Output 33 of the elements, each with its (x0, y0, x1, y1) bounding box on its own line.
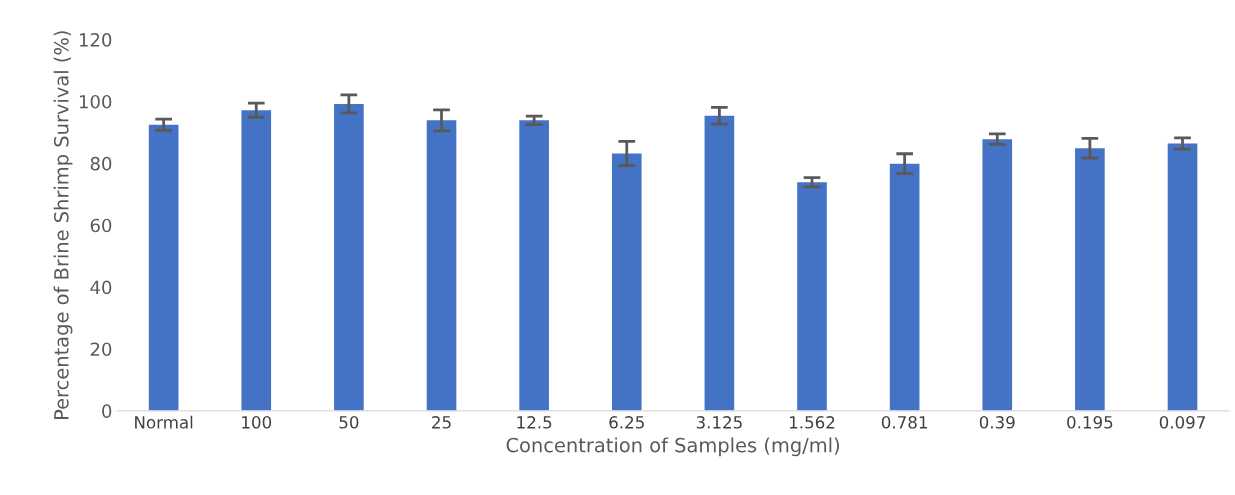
x-tick-label: 12.5 (517, 416, 552, 429)
y-tick-label: 120 (79, 33, 112, 47)
bar (148, 124, 179, 411)
x-tick-label: 100 (242, 416, 272, 429)
bar (1167, 143, 1198, 411)
y-tick-label: 60 (90, 218, 112, 233)
y-tick-label: 20 (90, 342, 112, 357)
x-tick-label: 25 (432, 416, 451, 429)
x-tick-label: 6.25 (609, 416, 644, 429)
x-tick-label: 0.781 (881, 416, 927, 429)
bar (889, 163, 920, 411)
y-tick-label: 0 (102, 404, 112, 418)
bar (1075, 148, 1105, 411)
bar (519, 120, 549, 411)
bar (611, 153, 642, 411)
bar (334, 103, 364, 411)
y-tick-label: 80 (90, 156, 112, 171)
bar (241, 110, 272, 411)
bar (426, 120, 457, 411)
x-tick-label: Normal (135, 415, 193, 429)
x-tick-label: 50 (339, 416, 359, 429)
y-axis-title: Percentage of Brine Shrimp Survival (%) (53, 31, 73, 420)
x-tick-label: 3.125 (696, 416, 742, 429)
bar (704, 115, 735, 411)
x-tick-label: 0.39 (979, 416, 1015, 429)
x-tick-label: 1.562 (789, 416, 835, 429)
bar (982, 139, 1013, 411)
x-axis-title: Concentration of Samples (mg/ml) (506, 437, 840, 457)
y-tick-label: 100 (79, 94, 112, 109)
x-tick-label: 0.195 (1067, 416, 1113, 429)
bar (797, 182, 827, 411)
y-tick-label: 40 (90, 280, 112, 295)
x-tick-label: 0.097 (1159, 416, 1205, 429)
